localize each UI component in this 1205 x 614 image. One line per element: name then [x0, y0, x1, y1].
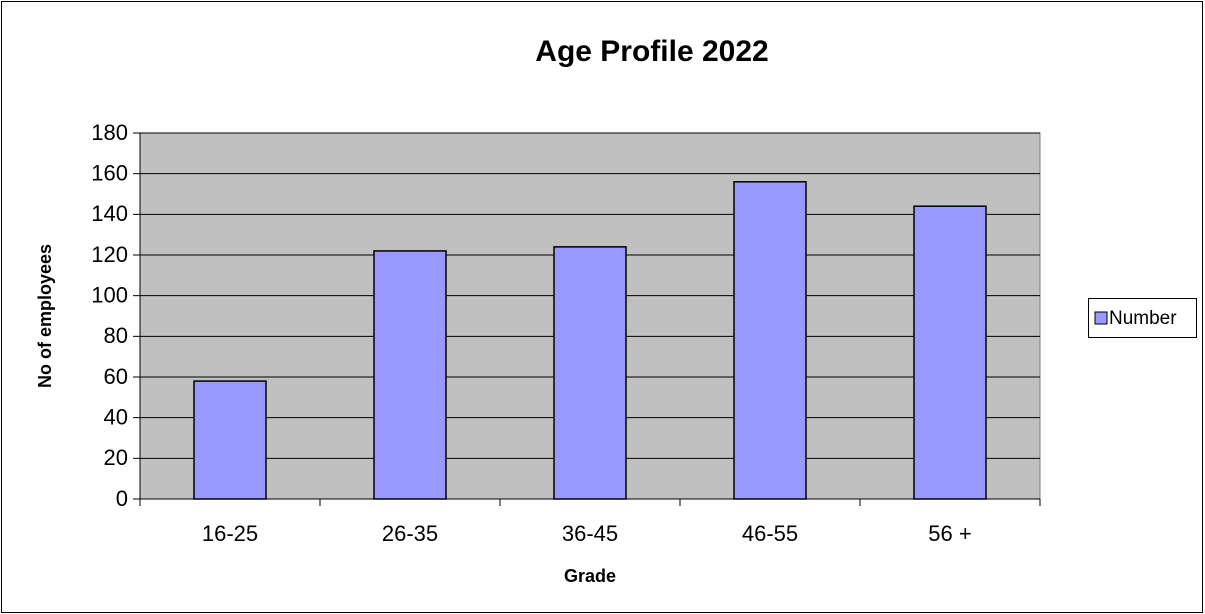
bar	[553, 246, 627, 500]
bar	[373, 250, 447, 500]
chart-title: Age Profile 2022	[535, 35, 768, 68]
bar	[193, 380, 267, 500]
y-tick-label: 160	[91, 160, 128, 185]
y-tick-label: 100	[91, 282, 128, 307]
x-tick-label: 26-35	[382, 521, 438, 546]
y-tick-label: 20	[104, 445, 128, 470]
x-tick-label: 46-55	[742, 521, 798, 546]
y-tick-label: 40	[104, 404, 128, 429]
y-tick-label: 180	[91, 120, 128, 145]
y-tick-label: 60	[104, 364, 128, 389]
y-tick-label: 140	[91, 201, 128, 226]
y-tick-label: 120	[91, 242, 128, 267]
x-tick-label: 36-45	[562, 521, 618, 546]
x-tick-label: 56 +	[928, 521, 971, 546]
legend-swatch	[1094, 311, 1108, 325]
bar	[733, 181, 807, 500]
legend-label: Number	[1109, 308, 1177, 329]
y-tick-label: 0	[116, 486, 128, 511]
y-axis-label: No of employees	[35, 244, 55, 388]
y-tick-label: 80	[104, 323, 128, 348]
x-tick-label: 16-25	[202, 521, 258, 546]
bar	[913, 205, 987, 500]
x-axis-label: Grade	[564, 566, 616, 586]
